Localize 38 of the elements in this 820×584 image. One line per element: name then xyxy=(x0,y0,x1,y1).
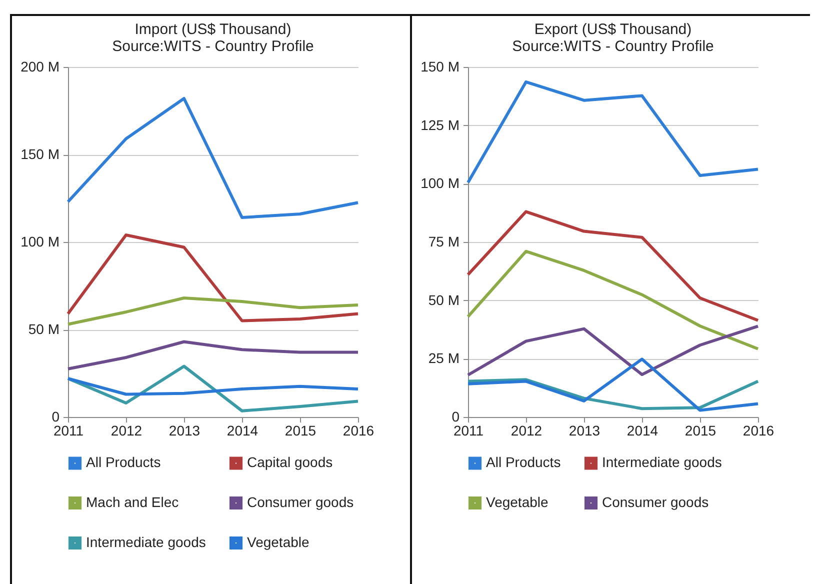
legend-label: Intermediate goods xyxy=(602,454,722,470)
legend-label: Consumer goods xyxy=(247,494,354,510)
y-tick-label: 50 M xyxy=(28,321,60,337)
x-tick-label: 2014 xyxy=(626,422,658,438)
legend-label: All Products xyxy=(486,454,561,470)
x-tick-label: 2015 xyxy=(284,422,316,438)
x-tick-label: 2016 xyxy=(342,422,374,438)
legend-label: Capital goods xyxy=(247,454,333,470)
chart-title: Import (US$ Thousand) xyxy=(134,21,292,38)
chart-subtitle: Source:WITS - Country Profile xyxy=(112,38,314,55)
legend-label: Consumer goods xyxy=(602,494,709,510)
y-tick-label: 25 M xyxy=(428,350,460,366)
legend-label: All Products xyxy=(86,454,161,470)
y-tick-label: 150 M xyxy=(420,58,460,74)
x-tick-label: 2013 xyxy=(168,422,200,438)
y-tick-label: 100 M xyxy=(20,234,60,250)
y-tick-label: 100 M xyxy=(420,175,460,192)
legend-label: Vegetable xyxy=(247,534,310,550)
x-tick-label: 2011 xyxy=(453,422,484,438)
y-tick-label: 0 xyxy=(52,408,60,424)
y-tick-label: 50 M xyxy=(428,292,460,308)
chart-subtitle: Source:WITS - Country Profile xyxy=(512,38,714,55)
x-tick-label: 2012 xyxy=(110,422,142,438)
legend-label: Mach and Elec xyxy=(86,494,179,510)
x-tick-label: 2013 xyxy=(568,422,600,438)
x-tick-label: 2015 xyxy=(684,422,716,438)
y-tick-label: 0 xyxy=(452,408,460,424)
legend-label: Vegetable xyxy=(486,494,548,510)
y-tick-label: 150 M xyxy=(20,146,60,162)
y-tick-label: 200 M xyxy=(20,58,60,74)
x-tick-label: 2016 xyxy=(742,422,774,438)
y-tick-label: 75 M xyxy=(428,234,460,250)
x-tick-label: 2014 xyxy=(226,422,258,438)
legend-label: Intermediate goods xyxy=(86,534,206,550)
x-tick-label: 2012 xyxy=(510,422,542,438)
y-tick-label: 125 M xyxy=(420,116,460,133)
chart-title: Export (US$ Thousand) xyxy=(534,21,692,38)
x-tick-label: 2011 xyxy=(53,422,84,438)
